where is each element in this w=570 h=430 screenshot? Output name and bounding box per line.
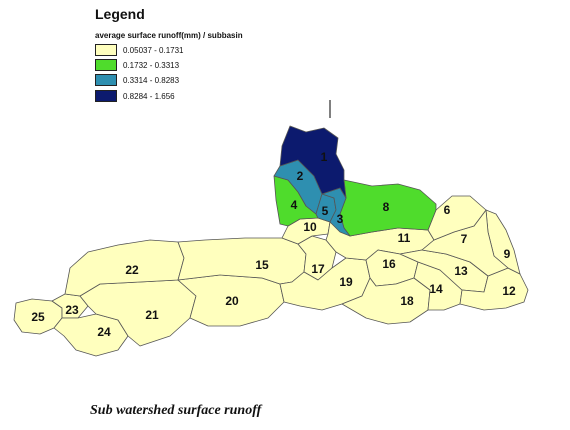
subbasin-label-11: 11 [398, 231, 411, 245]
subbasin-24 [53, 313, 129, 357]
subbasin-label-13: 13 [454, 264, 468, 278]
legend-swatch [95, 90, 117, 102]
subbasin-label-9: 9 [504, 247, 511, 261]
legend-title: Legend [95, 6, 145, 22]
legend-swatch [95, 74, 117, 86]
legend-label: 0.3314 - 0.8283 [123, 75, 180, 85]
subbasin-label-8: 8 [383, 200, 390, 214]
legend-item-class-1: 0.05037 - 0.1731 [95, 44, 184, 56]
subbasin-label-12: 12 [502, 284, 516, 298]
subbasin-label-25: 25 [31, 310, 45, 324]
subbasin-label-17: 17 [311, 262, 325, 276]
subbasin-label-24: 24 [97, 325, 111, 339]
legend-label: 0.05037 - 0.1731 [123, 45, 184, 55]
figure-caption: Sub watershed surface runoff [90, 403, 262, 418]
subbasin-label-1: 1 [321, 150, 328, 164]
subbasin-label-2: 2 [297, 169, 304, 183]
subbasin-label-10: 10 [303, 220, 317, 234]
subbasin-label-16: 16 [382, 257, 396, 271]
subbasin-label-14: 14 [429, 282, 443, 296]
legend-label: 0.8284 - 1.656 [123, 91, 175, 101]
subbasin-label-3: 3 [337, 212, 344, 226]
subbasin-6 [427, 195, 487, 241]
subbasin-1 [279, 125, 347, 199]
subbasin-label-15: 15 [255, 258, 269, 272]
legend-swatch [95, 59, 117, 71]
legend-item-class-3: 0.3314 - 0.8283 [95, 74, 179, 86]
subbasin-label-5: 5 [322, 204, 329, 218]
legend-item-class-4: 0.8284 - 1.656 [95, 90, 175, 102]
subbasin-label-23: 23 [65, 303, 79, 317]
subbasin-label-18: 18 [400, 294, 414, 308]
legend-label: 0.1732 - 0.3313 [123, 60, 180, 70]
subbasin-label-21: 21 [145, 308, 159, 322]
subbasin-label-4: 4 [291, 198, 298, 212]
subbasin-label-7: 7 [461, 232, 468, 246]
legend-item-class-2: 0.1732 - 0.3313 [95, 59, 179, 71]
subbasin-label-20: 20 [225, 294, 239, 308]
subbasin-label-22: 22 [125, 263, 139, 277]
subbasin-label-6: 6 [444, 203, 451, 217]
subbasin-label-19: 19 [339, 275, 353, 289]
legend-swatch [95, 44, 117, 56]
legend-subtitle: average surface runoff(mm) / subbasin [95, 31, 243, 40]
